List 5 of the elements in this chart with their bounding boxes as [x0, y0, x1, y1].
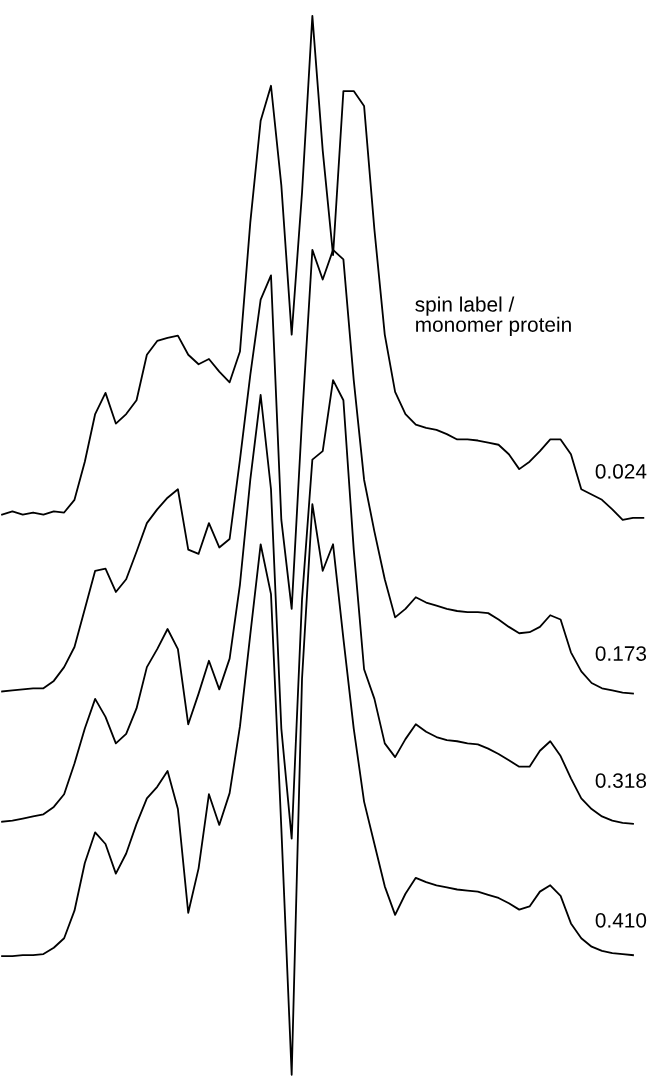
series-label: 0.024: [595, 464, 647, 479]
legend-title: spin label / monomer protein: [415, 296, 571, 337]
series-label: 0.173: [595, 646, 647, 661]
series-label: 0.318: [595, 773, 647, 788]
series-label: 0.410: [595, 913, 647, 928]
